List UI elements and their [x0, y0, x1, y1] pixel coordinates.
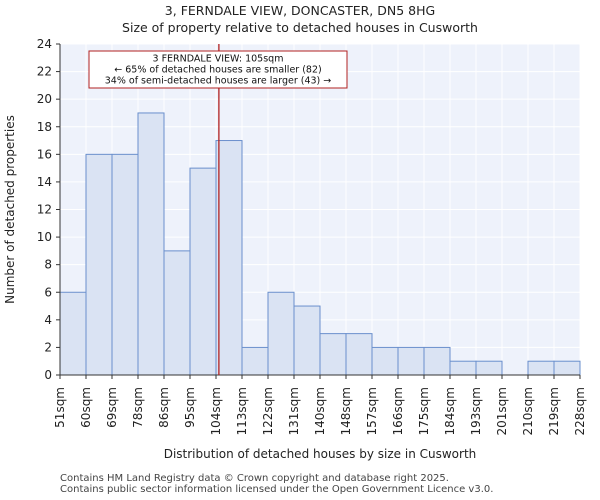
y-tick-label: 22 [37, 65, 52, 79]
bar [423, 346, 451, 376]
x-tick-label: 95sqm [183, 387, 197, 428]
y-tick-label: 24 [37, 37, 52, 51]
bar [267, 291, 295, 376]
bar [371, 346, 399, 376]
bar [449, 360, 477, 376]
x-tick-label: 122sqm [261, 387, 275, 435]
y-tick-label: 10 [37, 230, 52, 244]
x-tick-label: 166sqm [391, 387, 405, 435]
bar [319, 333, 347, 376]
bar [59, 291, 87, 376]
footer-licence: Contains public sector information licen… [60, 484, 494, 495]
y-tick-label: 0 [44, 368, 52, 382]
x-tick-label: 51sqm [53, 387, 67, 428]
x-tick-label: 78sqm [131, 387, 145, 428]
y-tick-label: 16 [37, 147, 52, 161]
x-tick-label: 113sqm [235, 387, 249, 435]
bar [553, 360, 581, 376]
annotation-line: ← 65% of detached houses are smaller (82… [114, 65, 321, 76]
y-axis-title: Number of detached properties [3, 115, 17, 304]
x-tick-label: 219sqm [547, 387, 561, 435]
y-tick-label: 20 [37, 92, 52, 106]
y-tick-label: 4 [44, 313, 52, 327]
x-axis-title: Distribution of detached houses by size … [164, 447, 477, 461]
y-tick-label: 12 [37, 203, 52, 217]
bar [397, 346, 425, 376]
x-tick-label: 131sqm [287, 387, 301, 435]
bar [111, 153, 139, 376]
x-tick-label: 69sqm [105, 387, 119, 428]
bar [241, 346, 269, 376]
y-tick-label: 8 [44, 258, 52, 272]
x-tick-label: 210sqm [521, 387, 535, 435]
x-tick-label: 184sqm [443, 387, 457, 435]
chart-title: 3, FERNDALE VIEW, DONCASTER, DN5 8HG [164, 3, 436, 18]
bar [215, 140, 243, 376]
bar [189, 167, 217, 376]
bar [163, 250, 191, 376]
x-tick-label: 201sqm [495, 387, 509, 435]
y-tick-label: 18 [37, 120, 52, 134]
x-tick-label: 193sqm [469, 387, 483, 435]
bar [345, 333, 373, 376]
x-tick-label: 157sqm [365, 387, 379, 435]
x-tick-label: 60sqm [79, 387, 93, 428]
annotation-line: 34% of semi-detached houses are larger (… [105, 76, 332, 87]
footer-copyright: Contains HM Land Registry data © Crown c… [60, 473, 449, 484]
bar [293, 305, 321, 376]
y-tick-label: 6 [44, 285, 52, 299]
x-tick-label: 104sqm [209, 387, 223, 435]
y-tick-label: 2 [44, 340, 52, 354]
bar [137, 112, 165, 376]
y-tick-label: 14 [37, 175, 52, 189]
x-tick-label: 86sqm [157, 387, 171, 428]
x-tick-label: 228sqm [573, 387, 587, 435]
annotation-line: 3 FERNDALE VIEW: 105sqm [153, 54, 284, 65]
bar [85, 153, 113, 376]
x-tick-label: 140sqm [313, 387, 327, 435]
x-tick-label: 175sqm [417, 387, 431, 435]
chart-subtitle: Size of property relative to detached ho… [122, 20, 478, 35]
bar [527, 360, 555, 376]
x-tick-label: 148sqm [339, 387, 353, 435]
annotation-box [88, 50, 348, 89]
bar [475, 360, 503, 376]
